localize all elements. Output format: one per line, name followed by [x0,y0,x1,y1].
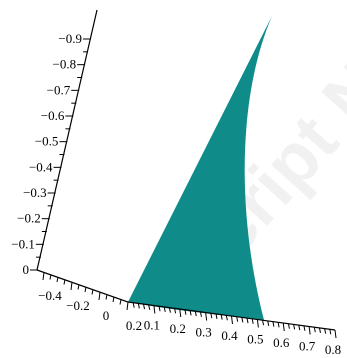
right-major-tick [282,322,285,332]
right-major-tick [179,308,182,318]
right-minor-tick [199,311,202,317]
right-minor-tick [137,303,140,309]
right-minor-tick [210,313,213,319]
vertical-axis-line [36,9,98,271]
right-minor-tick [215,313,218,319]
right-minor-tick [194,311,197,317]
right-tick-label: 0.7 [299,339,316,354]
left-tick-label: 0.2 [126,318,142,333]
surface [128,16,272,320]
right-minor-tick [189,310,192,316]
vertical-tick-label: −0.5 [35,134,59,149]
left-tick-label: −0.2 [66,298,90,313]
tick-marks [30,38,337,339]
vertical-tick-label: −0.9 [58,31,82,46]
right-minor-tick [262,320,265,326]
left-tick-label: −0.4 [38,288,62,303]
left-axis-line [36,269,129,303]
right-minor-tick [225,315,228,321]
right-minor-tick [272,321,275,327]
right-minor-tick [324,328,327,334]
right-minor-tick [174,308,177,314]
right-tick-label: 0.4 [221,328,238,343]
right-minor-tick [329,329,332,335]
vertical-tick-label: −0.4 [29,159,53,174]
right-minor-tick [241,317,244,323]
right-major-tick [205,312,208,321]
right-tick-label: 0.2 [170,321,186,336]
right-minor-tick [251,318,254,324]
right-major-tick [308,326,311,335]
right-tick-label: 0.5 [247,332,263,347]
left-minor-tick [105,294,108,300]
right-minor-tick [267,320,270,326]
vertical-tick-label: −0.7 [47,82,71,97]
right-tick-label: 0.3 [196,325,212,340]
right-major-tick [231,315,233,325]
left-minor-tick [119,299,122,305]
vertical-tick-label: 0 [23,262,30,277]
left-minor-tick [91,289,94,295]
right-minor-tick [318,327,321,333]
vertical-tick-label: −0.3 [23,185,47,200]
right-major-tick [153,305,156,314]
vertical-tick-label: −0.6 [41,108,65,123]
right-minor-tick [246,318,249,324]
left-minor-tick [84,286,87,293]
left-major-tick [70,281,73,291]
right-minor-tick [303,325,306,331]
right-minor-tick [220,314,223,320]
right-tick-label: 0.1 [144,318,160,333]
left-major-tick [126,301,129,311]
left-minor-tick [56,276,59,283]
right-minor-tick [168,307,171,313]
right-major-tick [334,329,337,339]
right-minor-tick [143,304,146,310]
right-tick-label: 0.8 [325,342,341,357]
left-tick-label: 0 [103,308,110,323]
vertical-tick-label: −0.8 [53,57,77,72]
right-minor-tick [184,309,187,315]
right-minor-tick [277,322,280,328]
right-minor-tick [293,324,296,330]
right-minor-tick [163,306,166,312]
left-major-tick [42,271,45,281]
left-minor-tick [63,279,66,285]
right-minor-tick [313,327,316,333]
left-minor-tick [112,296,115,303]
left-minor-tick [49,274,52,280]
right-minor-tick [158,306,161,312]
right-major-tick [256,319,259,328]
left-minor-tick [77,284,80,290]
right-minor-tick [298,325,301,331]
tick-labels: 0 −0.1 −0.2 −0.3 −0.4 −0.5 −0.6 −0.7 −0.8 −0.9 −0.… [11,31,341,357]
vertical-tick-label: −0.2 [17,211,41,226]
right-minor-tick [132,302,135,308]
right-minor-tick [287,323,290,329]
right-minor-tick [236,316,239,322]
right-tick-label: 0.6 [273,335,290,350]
vertical-tick-label: −0.1 [11,236,35,251]
left-major-tick [98,291,101,301]
right-minor-tick [148,304,151,310]
